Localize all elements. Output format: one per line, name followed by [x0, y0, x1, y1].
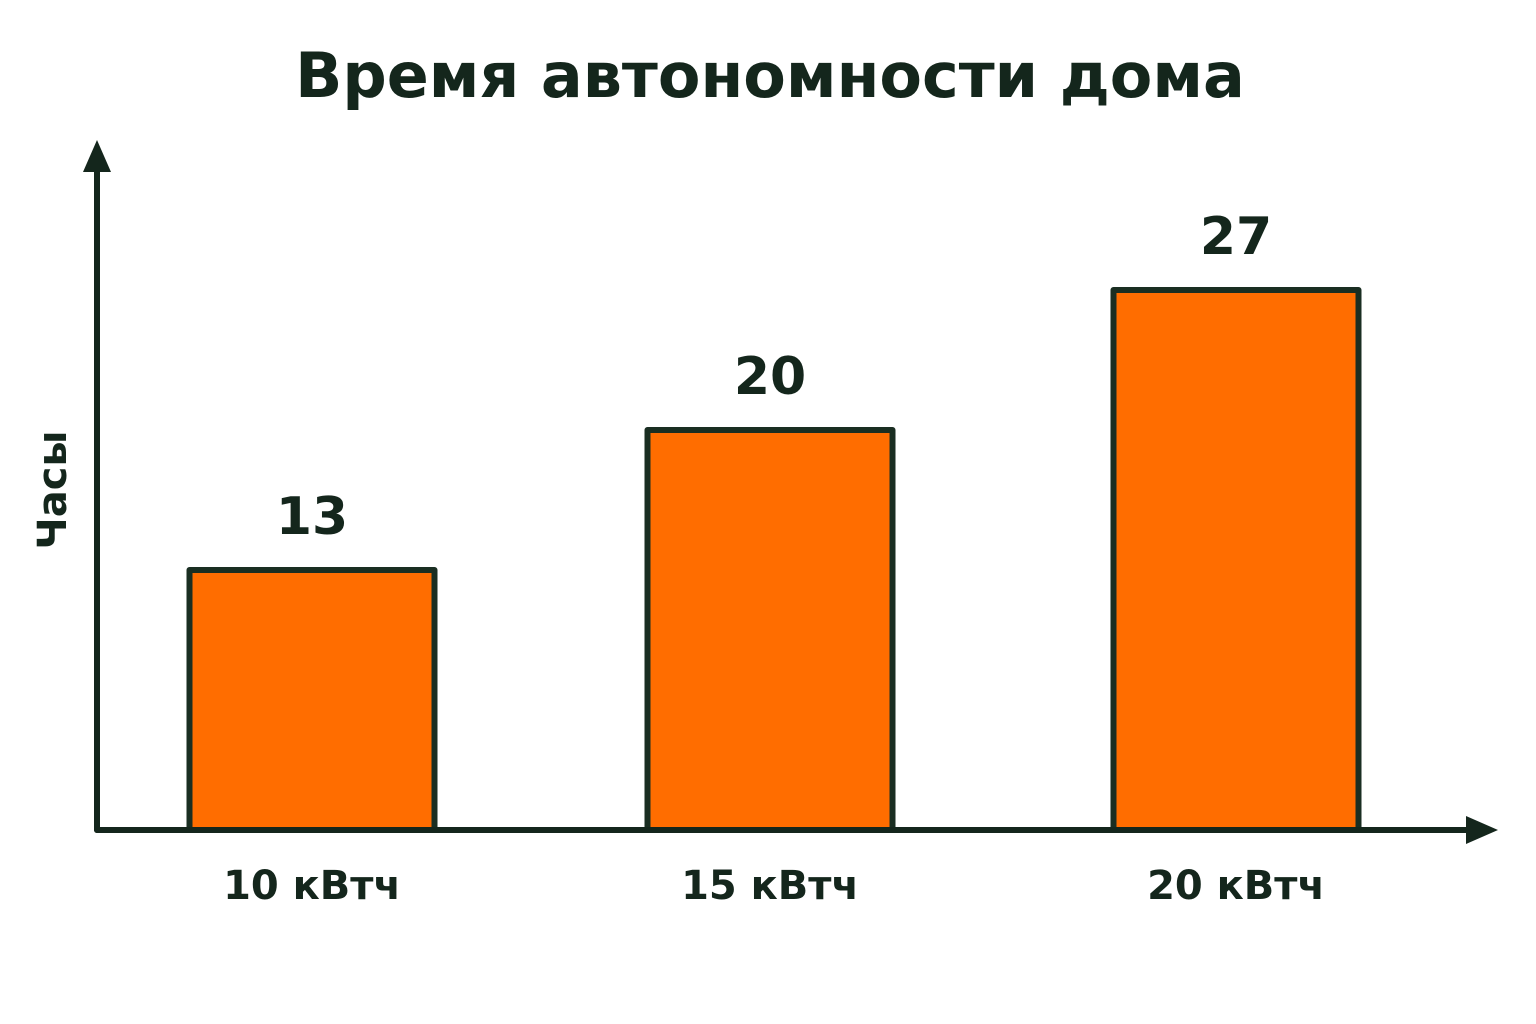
- value-label: 20: [734, 347, 806, 407]
- x-axis-arrow: [1466, 816, 1498, 844]
- x-tick-label: 20 кВтч: [1147, 863, 1325, 909]
- bar: [1110, 287, 1362, 833]
- value-label: 13: [276, 487, 348, 547]
- y-axis-label: Часы: [30, 430, 76, 549]
- value-label: 27: [1200, 207, 1272, 267]
- bar: [186, 567, 438, 833]
- x-tick-label: 10 кВтч: [223, 863, 401, 909]
- y-axis-arrow: [83, 140, 111, 172]
- bar: [644, 427, 896, 833]
- x-tick-label: 15 кВтч: [681, 863, 859, 909]
- chart-title: Время автономности дома: [295, 39, 1245, 112]
